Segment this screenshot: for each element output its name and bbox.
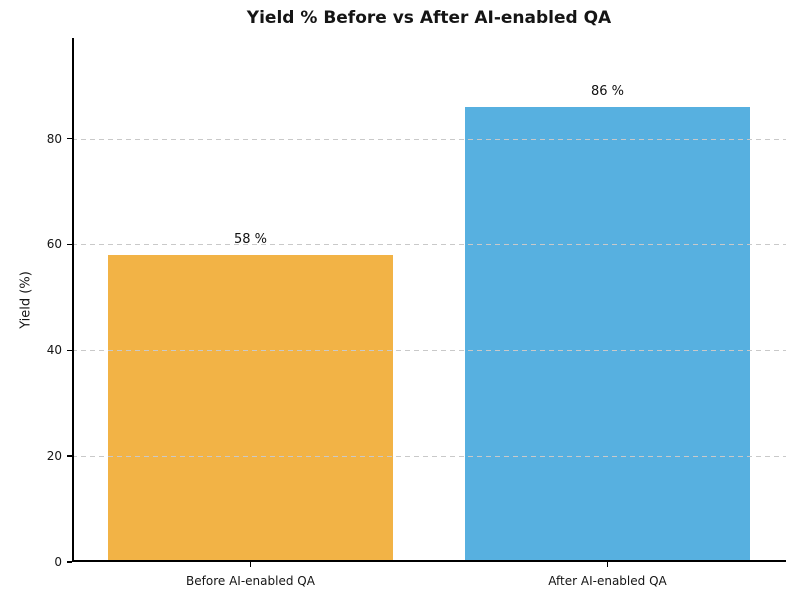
gridline-80 [72,138,786,140]
x-tick-0 [249,562,252,567]
bar-value-label-1: 86 % [590,83,625,99]
x-axis-spine [72,560,786,562]
y-tick-40 [67,349,72,351]
y-tick-20 [67,455,72,457]
y-tick-label-80: 80 [46,131,62,146]
bar-1 [464,106,751,562]
x-tick-label-0: Before AI-enabled QA [186,574,315,588]
y-tick-label-20: 20 [46,449,62,464]
gridline-20 [72,456,786,458]
y-tick-0 [67,561,72,563]
bar-0 [107,255,394,562]
x-tick-label-1: After AI-enabled QA [548,574,667,588]
plot-area: 58 % 86 % [72,38,786,562]
bar-value-label-0: 58 % [233,232,268,248]
y-tick-label-0: 0 [54,555,62,569]
y-tick-80 [67,137,72,140]
y-tick-60 [67,243,72,246]
y-axis-label: Yield (%) [18,271,34,329]
gridline-60 [72,244,786,246]
y-tick-label-60: 60 [46,237,62,252]
chart-title: Yield % Before vs After AI-enabled QA [246,8,612,28]
y-axis-spine [72,38,74,562]
gridline-40 [72,350,786,352]
x-tick-1 [606,562,609,567]
y-tick-label-40: 40 [46,343,62,358]
